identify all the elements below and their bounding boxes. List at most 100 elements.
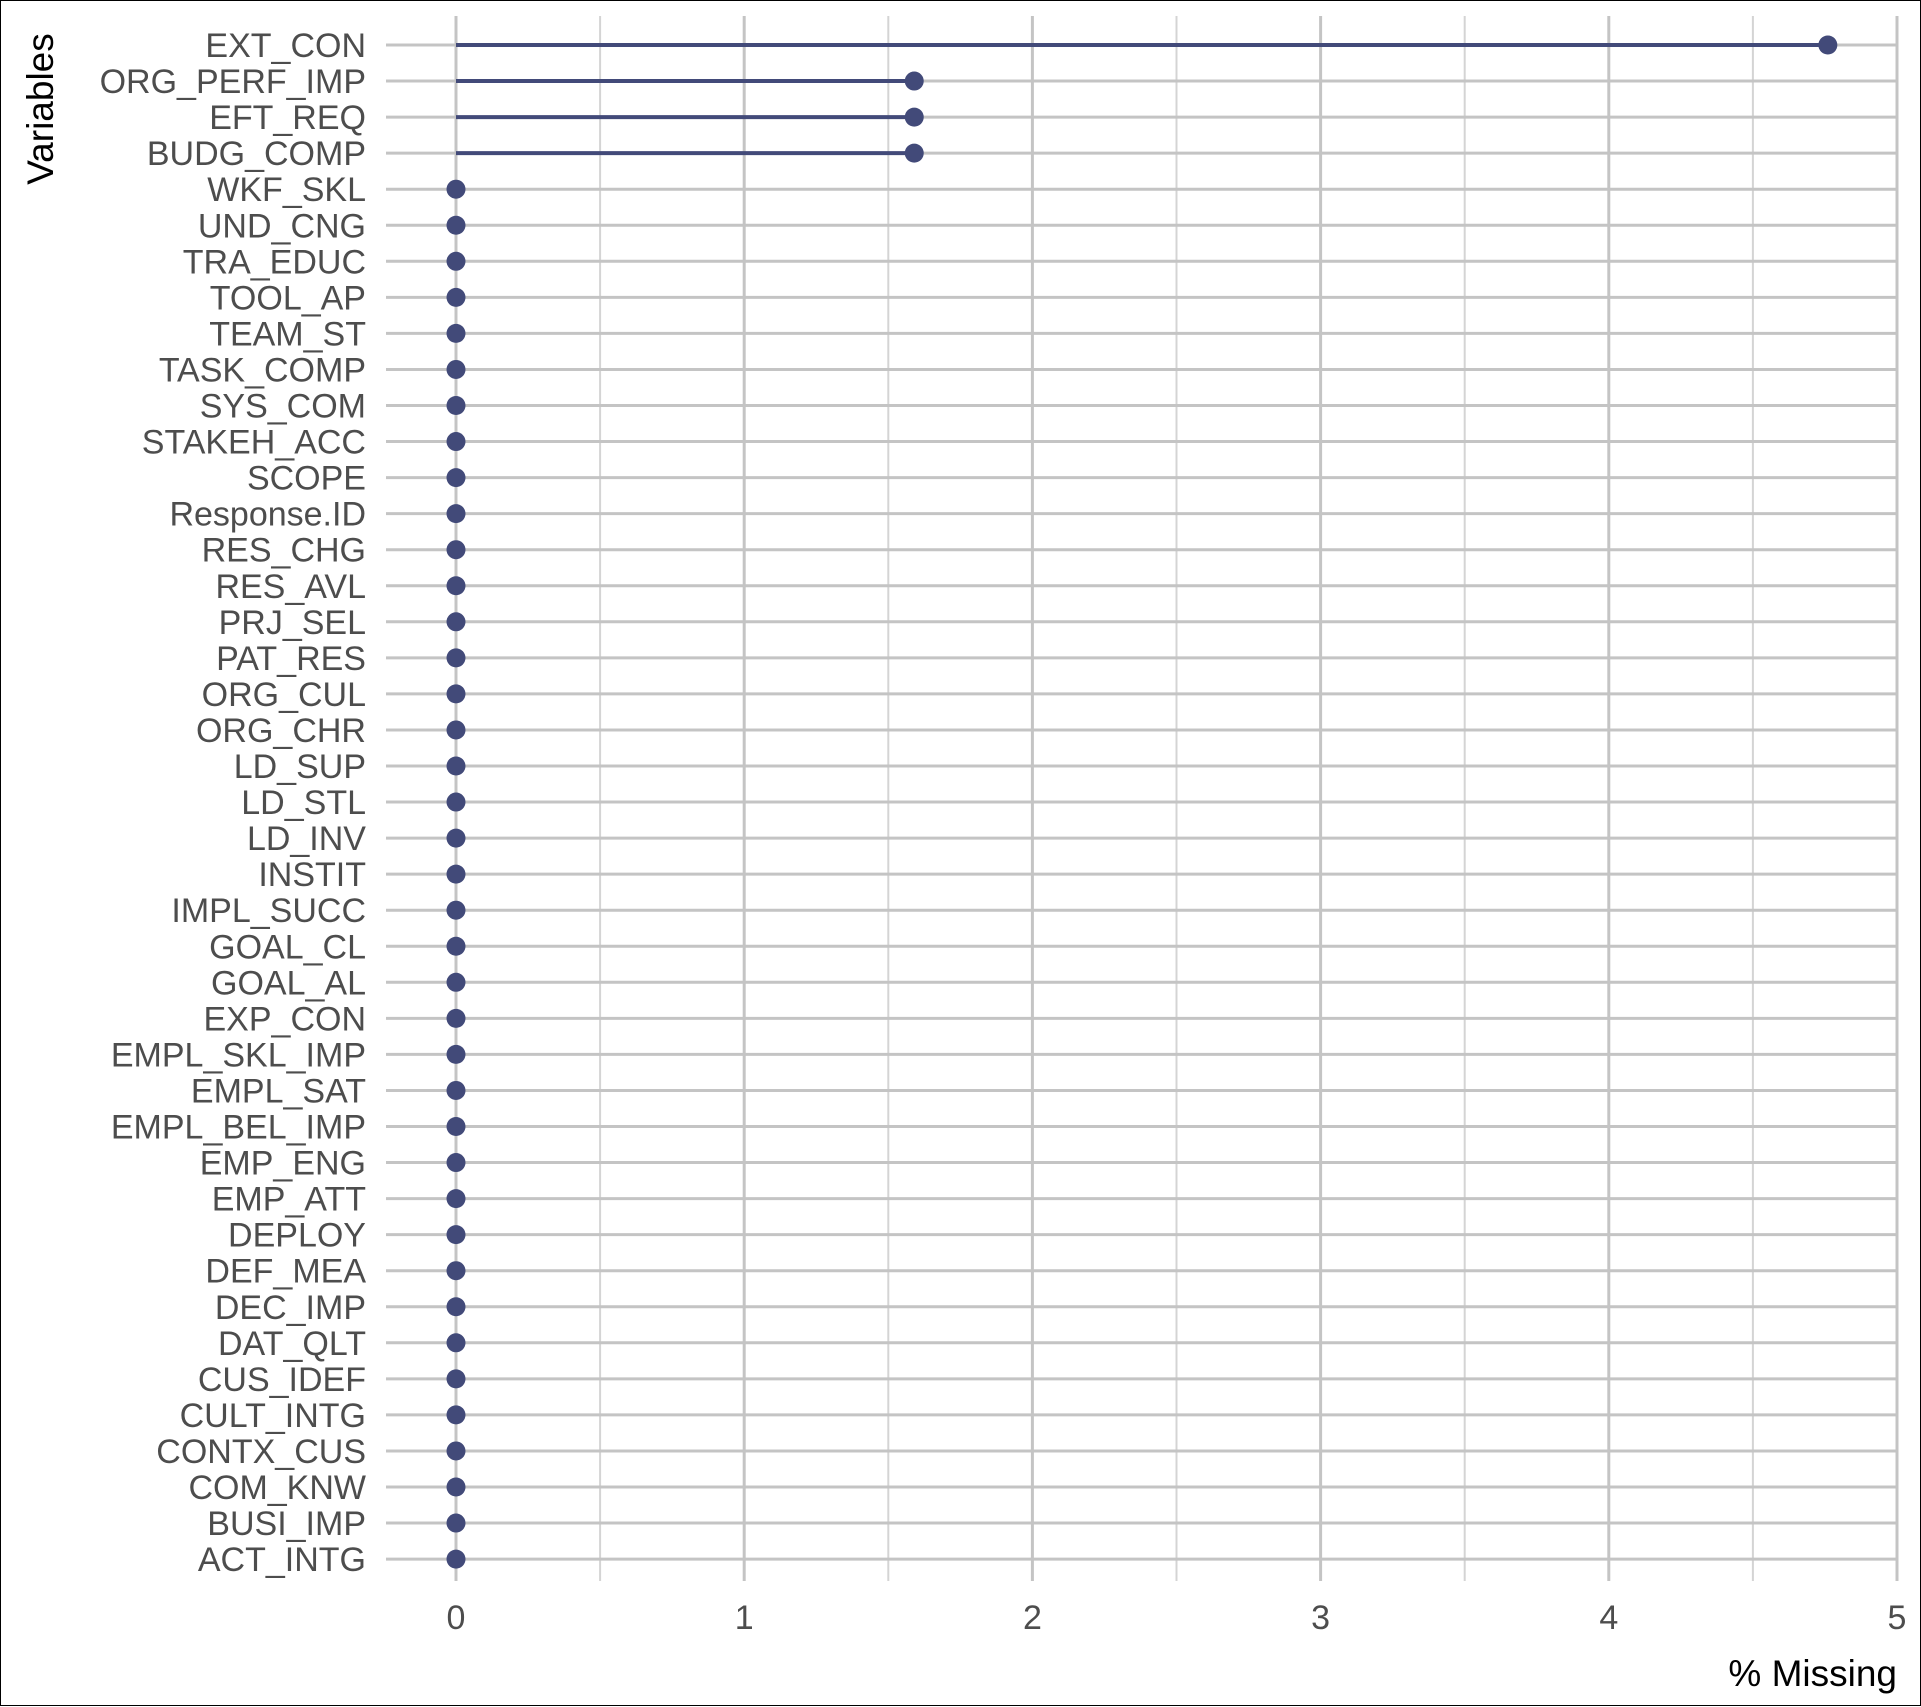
lollipop-point xyxy=(446,359,466,379)
y-tick-label: UND_CNG xyxy=(198,207,366,245)
y-tick-label: ORG_CUL xyxy=(202,676,366,714)
lollipop-point xyxy=(446,323,466,343)
lollipop-point xyxy=(446,684,466,704)
lollipop-point xyxy=(904,71,924,91)
data-marks xyxy=(446,35,1838,1569)
y-tick-label: EMPL_SAT xyxy=(191,1072,366,1110)
y-tick-label: TOOL_AP xyxy=(210,279,366,317)
y-tick-label: CULT_INTG xyxy=(180,1397,366,1435)
y-tick-label: EMPL_BEL_IMP xyxy=(111,1109,366,1147)
lollipop-point xyxy=(446,1044,466,1064)
x-tick-label: 1 xyxy=(735,1599,754,1637)
y-tick-label: INSTIT xyxy=(258,856,366,894)
lollipop-point xyxy=(446,251,466,271)
lollipop-point xyxy=(446,468,466,488)
lollipop-point xyxy=(446,936,466,956)
lollipop-point xyxy=(446,828,466,848)
lollipop-point xyxy=(446,900,466,920)
lollipop-point xyxy=(446,1513,466,1533)
lollipop-point xyxy=(446,1225,466,1245)
lollipop-point xyxy=(446,1117,466,1136)
y-tick-label: CONTX_CUS xyxy=(156,1433,366,1471)
y-tick-label: COM_KNW xyxy=(188,1469,366,1507)
y-tick-label: ORG_CHR xyxy=(196,712,366,750)
lollipop-point xyxy=(446,720,466,740)
lollipop-point xyxy=(446,396,466,415)
y-tick-label: RES_CHG xyxy=(202,532,366,570)
lollipop-point xyxy=(446,179,466,199)
y-tick-label: EFT_REQ xyxy=(209,99,366,137)
x-tick-label: 4 xyxy=(1599,1599,1618,1637)
y-tick-label: CUS_IDEF xyxy=(198,1361,366,1399)
y-tick-label: DEF_MEA xyxy=(205,1253,366,1291)
y-tick-label: DAT_QLT xyxy=(218,1325,366,1363)
y-tick-label: Response.ID xyxy=(169,496,366,534)
y-tick-label: EXT_CON xyxy=(205,27,366,65)
lollipop-point xyxy=(446,1441,466,1461)
lollipop-point xyxy=(446,1405,466,1425)
y-tick-label: LD_STL xyxy=(241,784,366,822)
lollipop-point xyxy=(446,287,466,307)
lollipop-point xyxy=(446,540,466,560)
y-tick-label: SYS_COM xyxy=(200,388,366,426)
lollipop-point xyxy=(446,432,466,452)
lollipop-point xyxy=(446,756,466,776)
lollipop-point xyxy=(446,1080,466,1100)
y-tick-label: WKF_SKL xyxy=(207,171,366,209)
y-tick-label: TASK_COMP xyxy=(159,351,366,389)
lollipop-point xyxy=(904,143,924,163)
lollipop-point xyxy=(446,1369,466,1389)
y-tick-label: EMP_ATT xyxy=(212,1181,366,1219)
lollipop-point xyxy=(446,576,466,596)
lollipop-point xyxy=(446,1153,466,1173)
y-tick-label: ACT_INTG xyxy=(198,1541,366,1579)
lollipop-point xyxy=(446,864,466,884)
y-tick-label: RES_AVL xyxy=(215,568,366,606)
y-tick-label: IMPL_SUCC xyxy=(171,892,366,930)
x-tick-label: 0 xyxy=(447,1599,466,1637)
y-tick-label: PRJ_SEL xyxy=(219,604,366,642)
x-tick-label: 3 xyxy=(1311,1599,1330,1637)
y-tick-label: STAKEH_ACC xyxy=(142,424,366,462)
lollipop-point xyxy=(446,504,466,524)
lollipop-point xyxy=(446,1008,466,1028)
y-axis-title: Variables xyxy=(20,33,61,185)
y-tick-label: BUSI_IMP xyxy=(207,1505,366,1543)
lollipop-point xyxy=(446,1549,466,1569)
y-tick-label: DEC_IMP xyxy=(215,1289,366,1327)
y-tick-label: EMP_ENG xyxy=(200,1145,366,1183)
y-tick-label: TEAM_ST xyxy=(209,315,366,353)
y-tick-label: GOAL_CL xyxy=(209,928,366,966)
lollipop-point xyxy=(446,612,466,632)
y-tick-label: EXP_CON xyxy=(204,1000,367,1038)
x-axis-title: % Missing xyxy=(1728,1653,1897,1694)
lollipop-point xyxy=(904,107,924,127)
y-tick-label: SCOPE xyxy=(247,460,366,498)
y-tick-label: DEPLOY xyxy=(228,1217,366,1255)
lollipop-point xyxy=(446,1333,466,1353)
lollipop-point xyxy=(446,1189,466,1209)
y-tick-labels: EXT_CONORG_PERF_IMPEFT_REQBUDG_COMPWKF_S… xyxy=(100,27,367,1579)
x-tick-label: 5 xyxy=(1888,1599,1907,1637)
y-tick-label: LD_SUP xyxy=(234,748,366,786)
lollipop-point xyxy=(446,1477,466,1497)
lollipop-point xyxy=(446,648,466,668)
y-tick-label: TRA_EDUC xyxy=(183,243,366,281)
y-tick-label: LD_INV xyxy=(247,820,366,858)
x-tick-label: 2 xyxy=(1023,1599,1042,1637)
y-tick-label: BUDG_COMP xyxy=(147,135,366,173)
lollipop-point xyxy=(1818,35,1838,55)
y-tick-label: GOAL_AL xyxy=(211,964,366,1002)
lollipop-point xyxy=(446,215,466,235)
lollipop-point xyxy=(446,1297,466,1317)
grid-lines xyxy=(386,16,1899,1581)
lollipop-point xyxy=(446,1261,466,1281)
y-tick-label: PAT_RES xyxy=(216,640,366,678)
lollipop-point xyxy=(446,792,466,812)
y-tick-label: EMPL_SKL_IMP xyxy=(111,1036,366,1074)
lollipop-point xyxy=(446,972,466,992)
y-tick-label: ORG_PERF_IMP xyxy=(100,63,366,101)
x-tick-labels: 0 1 2 3 4 5 xyxy=(447,1599,1907,1637)
